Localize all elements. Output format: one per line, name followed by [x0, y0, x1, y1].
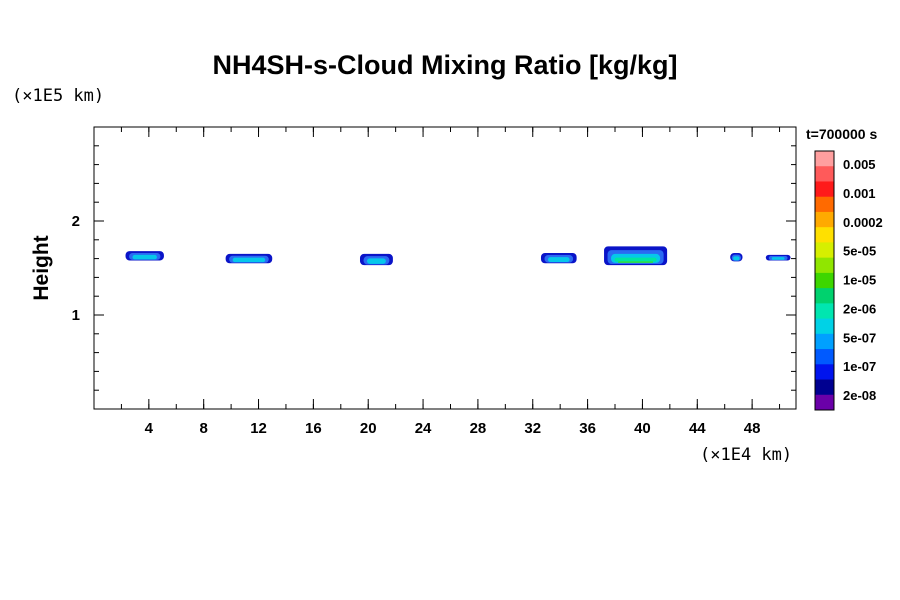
- colorbar-swatch: [815, 303, 834, 320]
- cloud-patch-band: [132, 254, 157, 260]
- y-tick-label: 2: [72, 213, 80, 230]
- x-tick-label: 44: [689, 420, 706, 437]
- x-tick-label: 28: [470, 420, 487, 437]
- cloud-patch: [730, 252, 743, 262]
- x-tick-label: 12: [250, 420, 267, 437]
- cloud-patch-band: [547, 257, 570, 263]
- x-tick-label: 20: [360, 420, 377, 437]
- x-tick-label: 4: [145, 420, 154, 437]
- x-tick-label: 32: [524, 420, 541, 437]
- cloud-patches: [125, 246, 791, 266]
- colorbar-swatch: [815, 349, 834, 365]
- colorbar-swatch: [815, 181, 834, 198]
- colorbar-swatch: [815, 394, 834, 411]
- cloud-patch: [765, 254, 791, 261]
- cloud-patch-band: [618, 261, 654, 263]
- colorbar-swatch: [815, 318, 834, 335]
- colorbar-swatch: [815, 257, 834, 274]
- x-tick-label: 24: [415, 420, 432, 437]
- colorbar-swatch: [815, 379, 834, 396]
- cloud-patch-band: [733, 256, 740, 261]
- colorbar-swatch: [815, 227, 834, 243]
- colorbar-label: 0.001: [843, 186, 876, 201]
- x-tick-label: 48: [744, 420, 761, 437]
- time-label: t=700000 s: [806, 126, 877, 142]
- cloud-patch-band: [614, 257, 657, 262]
- colorbar-swatch: [815, 211, 834, 228]
- cloud-patch-band: [771, 257, 785, 260]
- cloud-patch: [604, 246, 668, 266]
- plot-frame: [93, 126, 797, 410]
- colorbar-label: 5e-07: [843, 330, 876, 345]
- cloud-patch: [540, 252, 577, 264]
- cloud-patch: [359, 253, 393, 266]
- colorbar-label: 1e-05: [843, 273, 876, 288]
- colorbar-label: 1e-07: [843, 359, 876, 374]
- colorbar-swatch: [815, 151, 834, 167]
- colorbar-swatch: [815, 272, 834, 289]
- x-tick-label: 8: [200, 420, 208, 437]
- cloud-patch-band: [232, 257, 266, 263]
- y-tick-label: 1: [72, 307, 80, 324]
- colorbar-swatch: [815, 333, 834, 350]
- x-tick-label: 16: [305, 420, 322, 437]
- colorbar-swatch: [815, 364, 834, 381]
- colorbar-label: 0.0002: [843, 215, 883, 230]
- cloud-patch-band: [366, 258, 386, 264]
- x-tick-label: 40: [634, 420, 651, 437]
- colorbar-swatch: [815, 242, 834, 259]
- colorbar-swatch: [815, 288, 834, 304]
- x-unit-label: (×1E4 km): [700, 445, 792, 465]
- colorbar-frame: [814, 150, 835, 411]
- colorbar-label: 2e-06: [843, 301, 876, 316]
- y-unit-label: (×1E5 km): [12, 86, 104, 106]
- x-tick-label: 36: [579, 420, 596, 437]
- chart-title: NH4SH-s-Cloud Mixing Ratio [kg/kg]: [213, 50, 678, 80]
- cloud-patch: [125, 251, 164, 261]
- colorbar-label: 2e-08: [843, 388, 876, 403]
- colorbar-swatch: [815, 196, 834, 213]
- cloud-patch: [225, 253, 273, 264]
- colorbar-label: 0.005: [843, 157, 876, 172]
- colorbar-swatch: [815, 166, 834, 182]
- y-axis-label: Height: [30, 235, 53, 300]
- colorbar-label: 5e-05: [843, 244, 876, 259]
- colorbar: 0.005 0.001 0.0002 5e-05 1e-05 2e-06 5e-07 1e-0…: [814, 150, 883, 411]
